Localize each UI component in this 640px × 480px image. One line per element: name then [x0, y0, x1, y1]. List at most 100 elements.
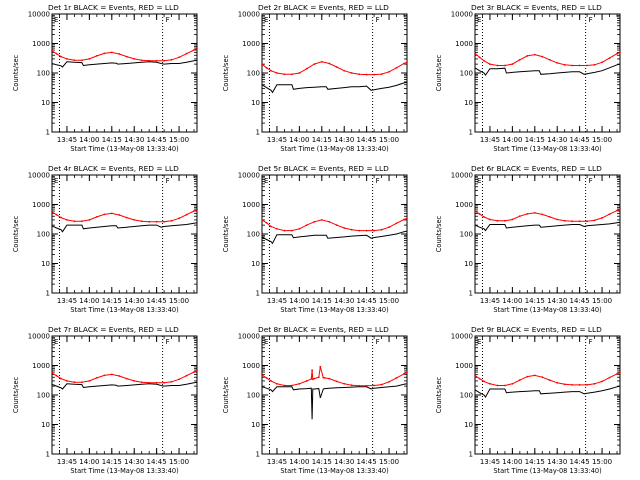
x-tick-label: 13:45: [480, 458, 500, 466]
series-lld-point: [474, 52, 476, 55]
series-lld-point: [548, 58, 551, 61]
x-tick-label: 14:15: [102, 297, 122, 305]
series-lld-point: [533, 53, 536, 56]
x-axis-label: Start Time (13-May-08 13:33:40): [493, 467, 601, 475]
series-lld-point: [406, 217, 408, 220]
series-lld-point: [170, 380, 173, 383]
series-lld-point: [276, 227, 278, 230]
series-lld-point: [489, 63, 491, 65]
series-lld-point: [196, 208, 198, 211]
x-tick-label: 14:30: [547, 297, 567, 305]
series-lld-point: [619, 371, 621, 374]
series-lld-point: [193, 371, 195, 373]
x-tick-label: 13:45: [267, 136, 287, 144]
panel-title: Det 8r BLACK = Events, RED = LLD: [258, 325, 389, 334]
x-axis-label: Start Time (13-May-08 13:33:40): [70, 306, 178, 314]
series-lld-point: [616, 209, 618, 212]
y-tick-label: 1000: [32, 40, 50, 48]
series-lld-point: [103, 52, 106, 55]
series-lld-point: [155, 220, 158, 223]
series-lld-point: [571, 64, 574, 67]
annotation-flag-f: F: [166, 338, 170, 346]
series-events-line: [51, 222, 198, 233]
series-lld-point: [380, 383, 383, 386]
series-lld-point: [395, 377, 398, 379]
x-tick-label: 15:00: [169, 136, 189, 144]
y-axis-label: Counts/sec: [12, 215, 20, 252]
series-lld-point: [291, 384, 293, 387]
series-lld-point: [474, 210, 476, 212]
y-tick-label: 1: [46, 451, 50, 459]
plot-frame: [474, 174, 621, 294]
x-tick-label: 15:00: [169, 297, 189, 305]
x-tick-label: 13:45: [57, 297, 77, 305]
series-lld-point: [155, 381, 158, 384]
series-lld-line: [261, 61, 408, 76]
plot-frame: [51, 13, 198, 133]
series-lld-point: [548, 379, 551, 381]
series-lld-point: [163, 381, 166, 384]
series-lld-point: [358, 384, 361, 387]
series-lld-point: [526, 375, 529, 378]
series-events-line: [474, 63, 621, 76]
x-tick-label: 15:00: [592, 458, 612, 466]
panel-title: Det 1r BLACK = Events, RED = LLD: [48, 3, 179, 12]
y-tick-label: 10000: [451, 172, 473, 180]
series-lld-point: [483, 59, 485, 62]
series-lld-point: [148, 220, 151, 223]
annotation-flag-f: F: [589, 338, 593, 346]
series-lld-point: [305, 380, 308, 382]
y-tick-label: 1000: [455, 362, 473, 370]
y-tick-label: 1000: [242, 362, 260, 370]
series-lld-point: [291, 73, 293, 76]
series-lld-point: [556, 381, 559, 384]
series-lld-point: [265, 66, 268, 69]
series-lld-point: [140, 220, 143, 223]
plot-frame: [51, 335, 198, 455]
annotation-flag-e: E: [264, 177, 268, 185]
x-tick-label: 14:00: [289, 297, 309, 305]
y-tick-label: 10000: [238, 172, 260, 180]
series-lld-point: [593, 63, 596, 66]
series-lld-point: [619, 208, 621, 211]
y-axis-label: Counts/sec: [435, 215, 443, 252]
series-events-line: [261, 383, 408, 420]
series-lld-point: [73, 220, 76, 223]
series-lld-point: [474, 374, 476, 377]
panel-det-5: Det 5r BLACK = Events, RED = LLD 1 10 100 10…: [222, 164, 408, 314]
series-lld-point: [313, 377, 316, 380]
x-tick-label: 15:00: [592, 136, 612, 144]
annotation-flag-e: E: [264, 338, 268, 346]
series-lld-point: [140, 59, 143, 62]
x-tick-label: 14:15: [525, 297, 545, 305]
y-tick-label: 1: [46, 129, 50, 137]
x-tick-label: 14:15: [312, 458, 332, 466]
y-tick-label: 10: [251, 99, 260, 107]
y-tick-label: 100: [247, 70, 260, 78]
series-lld-point: [478, 56, 481, 59]
annotation-flag-f: F: [589, 16, 593, 24]
annotation-flag-e: E: [477, 16, 481, 24]
series-lld-point: [270, 225, 272, 228]
series-lld-point: [265, 377, 268, 379]
series-lld-point: [313, 63, 316, 65]
x-tick-label: 15:00: [379, 136, 399, 144]
series-lld-point: [118, 375, 121, 377]
panel-title: Det 2r BLACK = Events, RED = LLD: [258, 3, 389, 12]
y-tick-label: 10: [464, 421, 473, 429]
series-lld-point: [66, 58, 68, 60]
series-lld-point: [335, 224, 338, 227]
annotation-flag-e: E: [264, 16, 268, 24]
series-lld-point: [51, 50, 53, 52]
panel-title: Det 5r BLACK = Events, RED = LLD: [258, 164, 389, 173]
y-tick-label: 10000: [238, 333, 260, 341]
y-tick-label: 10: [41, 421, 50, 429]
series-lld-point: [601, 217, 603, 219]
y-tick-label: 10000: [238, 11, 260, 19]
plot-frame: [51, 174, 198, 294]
series-lld-point: [526, 55, 529, 57]
x-tick-label: 14:00: [79, 297, 99, 305]
x-tick-label: 14:00: [79, 136, 99, 144]
series-lld-point: [373, 73, 375, 76]
series-lld-point: [95, 216, 98, 218]
